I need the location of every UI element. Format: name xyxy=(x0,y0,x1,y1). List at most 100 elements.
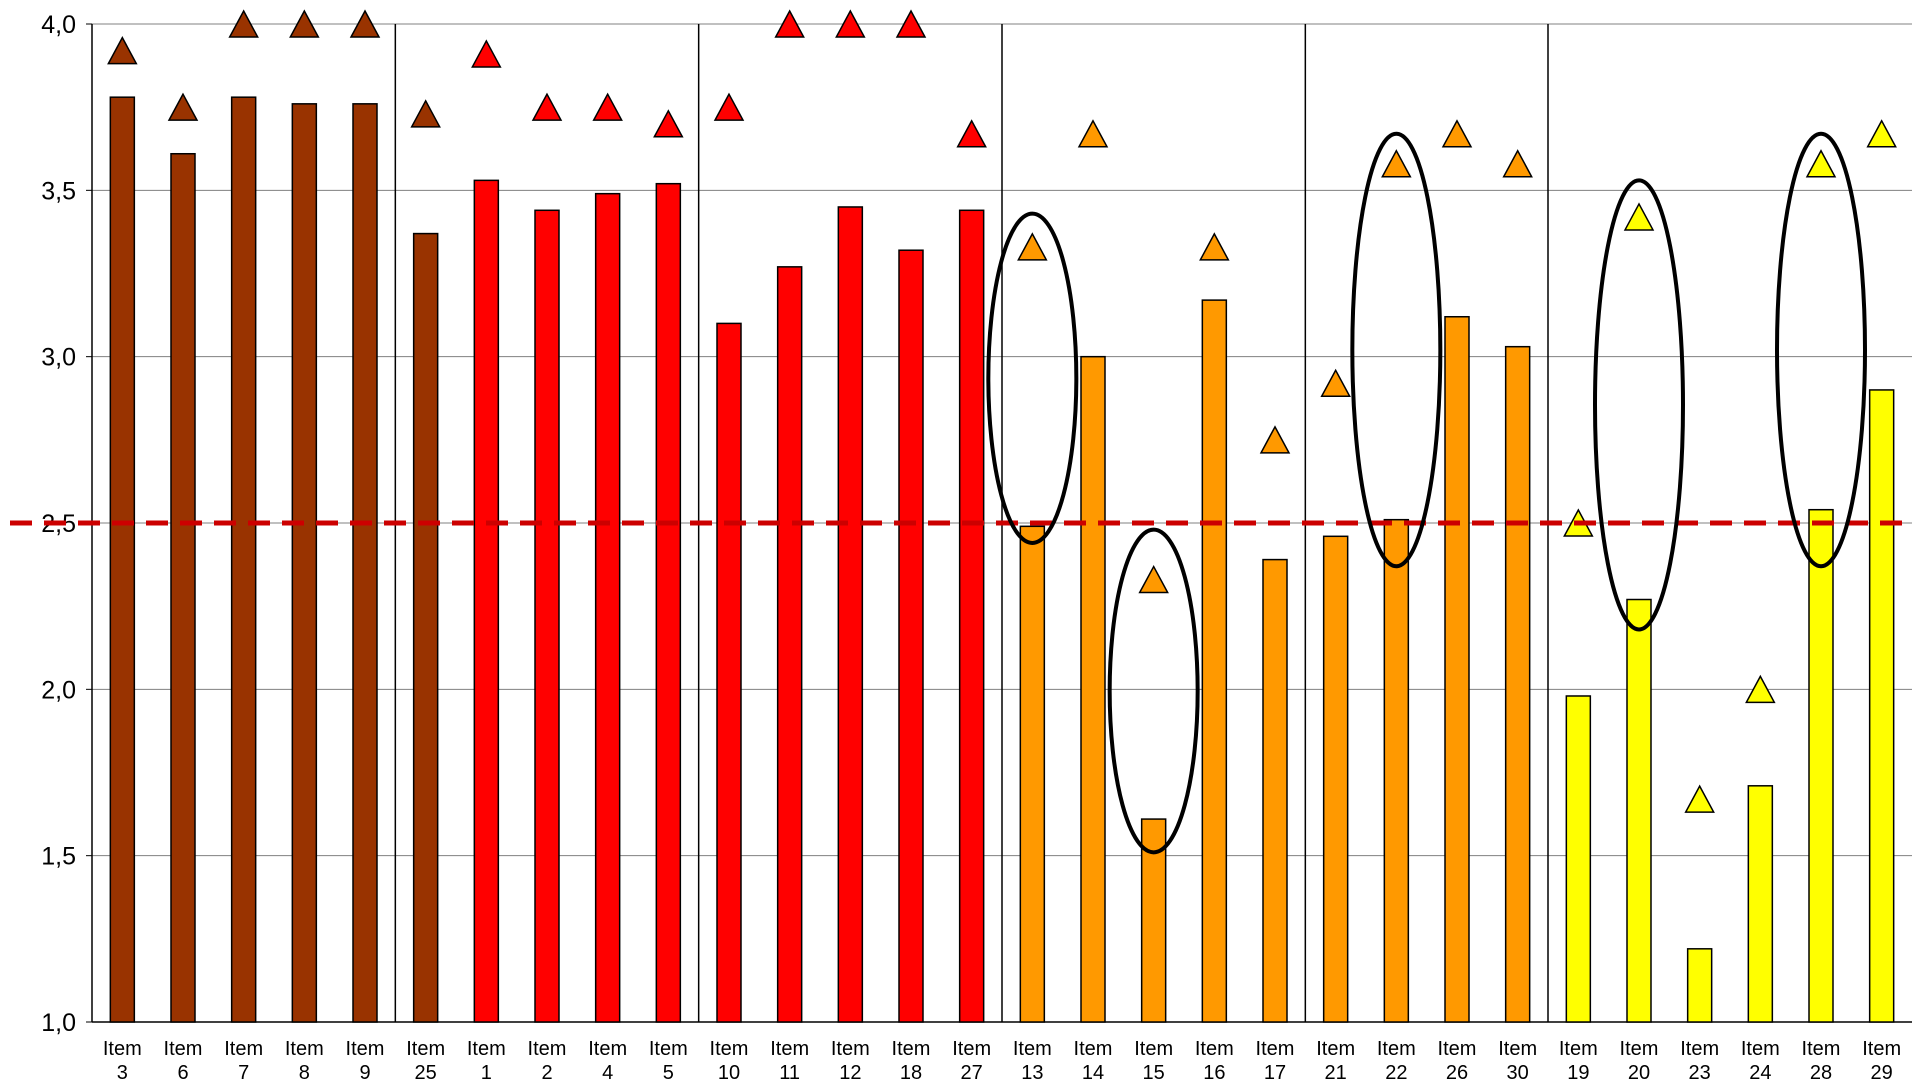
bar xyxy=(230,96,257,1023)
x-tick-label: 6 xyxy=(177,1062,188,1079)
bar xyxy=(776,266,803,1023)
bar xyxy=(1383,518,1410,1023)
x-tick-label: 10 xyxy=(718,1062,740,1079)
bar xyxy=(1322,535,1349,1023)
x-tick-label: Item xyxy=(103,1038,142,1060)
y-tick-label: 4,0 xyxy=(41,11,76,39)
x-tick-label: Item xyxy=(1438,1038,1477,1060)
x-tick-label: 25 xyxy=(415,1062,437,1079)
x-tick-label: Item xyxy=(1741,1038,1780,1060)
x-tick-label: Item xyxy=(1620,1038,1659,1060)
x-tick-label: 28 xyxy=(1810,1062,1832,1079)
bar xyxy=(837,206,864,1023)
y-tick-label: 2,0 xyxy=(41,676,76,704)
triangle-marker xyxy=(653,109,684,138)
triangle-marker xyxy=(1017,232,1048,261)
x-tick-label: Item xyxy=(164,1038,203,1060)
highlight-ellipse xyxy=(986,211,1079,545)
triangle-marker xyxy=(1381,149,1412,178)
triangle-marker xyxy=(895,9,927,38)
bar xyxy=(412,232,439,1023)
x-tick-label: Item xyxy=(1074,1038,1113,1060)
x-tick-label: 21 xyxy=(1325,1062,1347,1079)
highlight-ellipse xyxy=(1107,527,1200,855)
y-tick-label: 3,0 xyxy=(41,344,76,372)
triangle-marker xyxy=(1745,674,1776,704)
x-tick-label: 9 xyxy=(359,1062,370,1079)
highlight-ellipse xyxy=(1593,178,1685,632)
triangle-marker xyxy=(1684,784,1715,813)
x-tick-label: 18 xyxy=(900,1062,922,1079)
triangle-marker xyxy=(349,9,381,38)
x-tick-label: Item xyxy=(1802,1038,1841,1060)
y-tick-label: 3,5 xyxy=(41,177,76,205)
triangle-marker xyxy=(1502,149,1533,178)
x-tick-label: 16 xyxy=(1203,1062,1225,1079)
x-tick-label: 4 xyxy=(602,1062,613,1079)
x-tick-label: 12 xyxy=(839,1062,861,1079)
bar xyxy=(473,179,500,1023)
x-tick-label: Item xyxy=(224,1038,263,1060)
bar xyxy=(1080,355,1106,1023)
x-tick-label: 20 xyxy=(1628,1062,1650,1079)
x-tick-label: Item xyxy=(588,1038,627,1060)
bar xyxy=(291,103,318,1023)
x-tick-label: Item xyxy=(1680,1038,1719,1060)
triangle-marker xyxy=(410,99,441,128)
triangle-marker xyxy=(1805,149,1837,178)
triangle-marker xyxy=(167,92,199,121)
triangle-marker xyxy=(774,9,805,38)
triangle-marker xyxy=(592,92,623,121)
x-tick-label: 13 xyxy=(1021,1062,1043,1079)
bar xyxy=(1686,948,1713,1023)
x-tick-label: 23 xyxy=(1689,1062,1711,1079)
bar xyxy=(1019,525,1046,1023)
x-tick-label: Item xyxy=(831,1038,870,1060)
bar xyxy=(898,249,924,1023)
bar xyxy=(1747,785,1774,1023)
x-tick-label: 30 xyxy=(1507,1062,1529,1079)
highlight-ellipse xyxy=(1350,131,1443,569)
bar xyxy=(1565,695,1592,1023)
x-tick-label: Item xyxy=(406,1038,445,1060)
x-tick-label: Item xyxy=(285,1038,324,1060)
triangle-marker xyxy=(1441,119,1473,148)
x-tick-label: Item xyxy=(952,1038,991,1060)
x-tick-label: 1 xyxy=(481,1062,492,1079)
x-tick-label: Item xyxy=(1498,1038,1537,1060)
x-tick-label: Item xyxy=(1134,1038,1173,1060)
x-tick-label: Item xyxy=(1316,1038,1355,1060)
bar xyxy=(1444,315,1470,1023)
x-tick-label: Item xyxy=(892,1038,931,1060)
bar xyxy=(1626,598,1652,1023)
x-tick-label: Item xyxy=(649,1038,688,1060)
x-tick-label: 7 xyxy=(238,1062,249,1079)
bar xyxy=(958,209,985,1023)
x-tick-label: 29 xyxy=(1871,1062,1893,1079)
x-tick-label: 22 xyxy=(1385,1062,1407,1079)
x-tick-label: 27 xyxy=(961,1062,983,1079)
triangle-marker xyxy=(531,92,563,121)
x-tick-label: Item xyxy=(1559,1038,1598,1060)
bar xyxy=(594,192,621,1023)
x-tick-label: 3 xyxy=(117,1062,128,1079)
bar xyxy=(352,103,378,1023)
x-tick-label: 19 xyxy=(1567,1062,1589,1079)
bar xyxy=(109,96,136,1023)
triangle-marker xyxy=(107,36,138,65)
x-tick-label: 5 xyxy=(663,1062,674,1079)
x-tick-label: 8 xyxy=(299,1062,310,1079)
bar xyxy=(1504,345,1531,1023)
x-tick-label: 17 xyxy=(1264,1062,1286,1079)
x-tick-label: Item xyxy=(346,1038,385,1060)
triangle-marker xyxy=(1259,425,1291,454)
triangle-marker xyxy=(1623,202,1655,231)
triangle-marker xyxy=(1320,368,1351,398)
x-tick-label: Item xyxy=(1195,1038,1234,1060)
triangle-marker xyxy=(956,119,987,148)
x-tick-label: 14 xyxy=(1082,1062,1104,1079)
bar xyxy=(1262,558,1288,1023)
bar xyxy=(1201,299,1228,1023)
